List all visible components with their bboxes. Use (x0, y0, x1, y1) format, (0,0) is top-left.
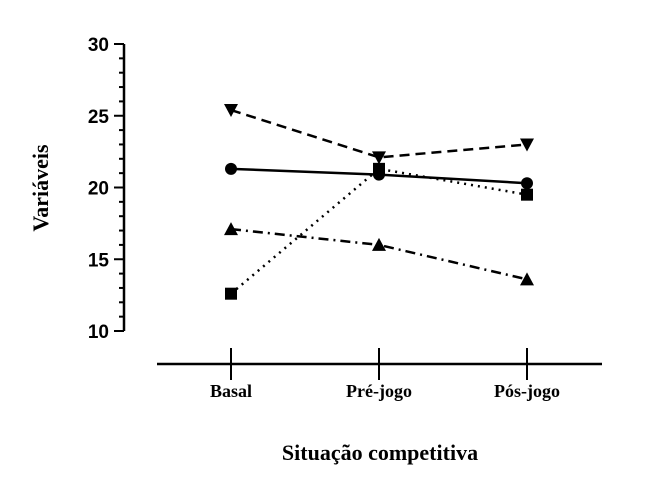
data-point (520, 272, 534, 286)
data-point (225, 287, 237, 300)
x-tick-label: Basal (210, 381, 252, 401)
y-tick-label: 15 (88, 250, 110, 271)
data-point (225, 162, 237, 175)
y-tick-label: 25 (88, 107, 110, 128)
series-line (230, 227, 528, 281)
data-point (521, 188, 533, 201)
y-tick-label: 10 (88, 322, 109, 343)
series-triangle-down (224, 104, 534, 165)
series-layer (224, 104, 534, 300)
y-tick-label: 30 (88, 35, 109, 56)
y-axis: 10 15 20 25 30 (88, 35, 126, 343)
x-tick-label: Pós-jogo (494, 381, 560, 401)
data-point (224, 222, 238, 236)
series-line (230, 108, 528, 159)
series-line (230, 167, 528, 295)
x-tick-label: Pré-jogo (346, 381, 412, 401)
data-point (373, 162, 385, 175)
data-point (372, 237, 386, 251)
x-axis: Basal Pré-jogo Pós-jogo (157, 348, 602, 401)
series-square (225, 162, 533, 300)
data-point (521, 177, 533, 190)
y-tick-label: 20 (88, 179, 109, 200)
data-point (372, 151, 386, 165)
y-axis-title: Variáveis (28, 144, 53, 232)
x-axis-title: Situação competitiva (282, 440, 478, 465)
series-triangle-up (224, 222, 534, 286)
data-point (224, 104, 238, 118)
data-point (520, 138, 534, 152)
